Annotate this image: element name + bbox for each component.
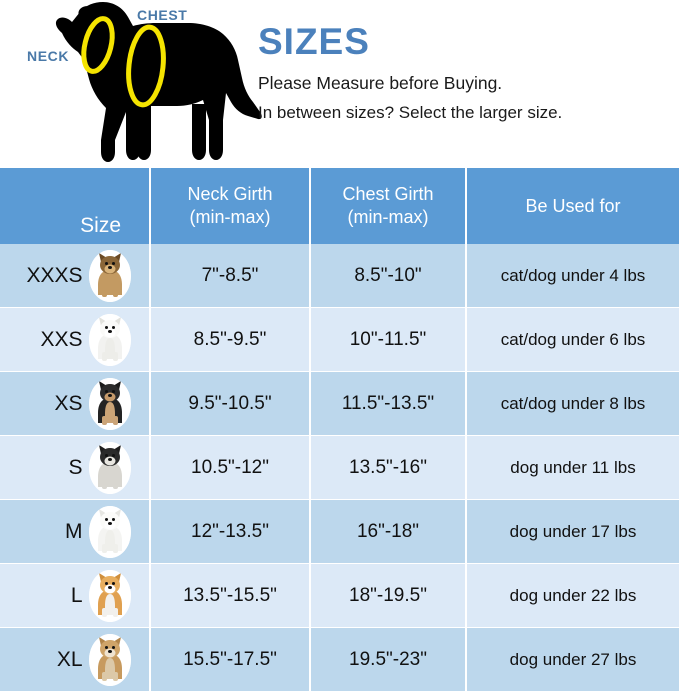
table-row: XL 15.5"-17.5" 19.5"-23" dog under 27 lbs bbox=[0, 627, 679, 692]
size-label: S bbox=[68, 455, 83, 479]
chihuahua-photo bbox=[88, 377, 131, 430]
cell-be-used-for: cat/dog under 8 lbs bbox=[466, 371, 679, 436]
size-cell-content: XL bbox=[0, 628, 149, 691]
size-label: XL bbox=[56, 647, 83, 671]
boston-terrier-photo bbox=[88, 441, 131, 494]
cell-chest-girth: 18"-19.5" bbox=[310, 563, 467, 628]
size-cell-content: XXS bbox=[0, 308, 149, 371]
column-header-chest-girth: Chest Girth (min-max) bbox=[310, 168, 467, 244]
size-label: XXS bbox=[40, 327, 83, 351]
cell-size: XL bbox=[0, 627, 151, 692]
size-cell-content: S bbox=[0, 436, 149, 499]
column-header-be-used-for-label: Be Used for bbox=[525, 195, 621, 216]
cell-neck-girth: 7"-8.5" bbox=[150, 244, 311, 308]
column-header-neck-girth-label: Neck Girth bbox=[187, 184, 273, 204]
size-cell-content: M bbox=[0, 500, 149, 563]
dog-silhouette-icon bbox=[55, 2, 262, 162]
column-header-size-label: Size bbox=[80, 214, 121, 237]
cell-size: L bbox=[0, 563, 151, 628]
page-title: SIZES bbox=[258, 21, 370, 62]
cell-chest-girth: 10"-11.5" bbox=[310, 307, 467, 372]
cell-neck-girth: 9.5"-10.5" bbox=[150, 371, 311, 436]
size-cell-content: XS bbox=[0, 372, 149, 435]
size-label: XS bbox=[54, 391, 83, 415]
cell-neck-girth: 10.5"-12" bbox=[150, 435, 311, 500]
cell-be-used-for: cat/dog under 4 lbs bbox=[466, 244, 679, 308]
table-row: XS 9.5"-10.5" 11.5"-13.5" cat/dog under 8 l… bbox=[0, 371, 679, 436]
size-cell-content: XXXS bbox=[0, 244, 149, 307]
neck-measure-loop-icon bbox=[81, 16, 115, 74]
table-row: XXS 8.5"-9.5" 10"-11.5" cat/dog under 6 lbs bbox=[0, 307, 679, 372]
cell-chest-girth: 16"-18" bbox=[310, 499, 467, 564]
table-row: M 12"-13.5" 16"-18" dog under 17 lbs bbox=[0, 499, 679, 564]
pomeranian-photo bbox=[88, 313, 131, 366]
cell-neck-girth: 15.5"-17.5" bbox=[150, 627, 311, 692]
cell-be-used-for: dog under 22 lbs bbox=[466, 563, 679, 628]
table-row: S 10.5"-12" 13.5"-16" dog under 11 lbs bbox=[0, 435, 679, 500]
cell-chest-girth: 19.5"-23" bbox=[310, 627, 467, 692]
headings-block: SIZES Please Measure before Buying. In b… bbox=[258, 22, 678, 128]
cell-chest-girth: 11.5"-13.5" bbox=[310, 371, 467, 436]
cell-be-used-for: dog under 11 lbs bbox=[466, 435, 679, 500]
cell-size: S bbox=[0, 435, 151, 500]
table-header: Size Neck Girth (min-max) Chest Girth (m… bbox=[0, 168, 679, 244]
neck-label: NECK bbox=[27, 48, 70, 64]
cell-size: XXXS bbox=[0, 244, 151, 308]
column-header-size: Size bbox=[0, 168, 151, 244]
table-header-row: Size Neck Girth (min-max) Chest Girth (m… bbox=[0, 168, 679, 244]
cell-size: M bbox=[0, 499, 151, 564]
cell-neck-girth: 8.5"-9.5" bbox=[150, 307, 311, 372]
cell-neck-girth: 12"-13.5" bbox=[150, 499, 311, 564]
chest-label: CHEST bbox=[137, 7, 188, 23]
bichon-frise-photo bbox=[88, 505, 131, 558]
cell-be-used-for: dog under 17 lbs bbox=[466, 499, 679, 564]
size-label: L bbox=[70, 583, 83, 607]
dog-measurement-diagram bbox=[20, 0, 265, 168]
size-chart-table: Size Neck Girth (min-max) Chest Girth (m… bbox=[0, 168, 679, 692]
table-body: XXXS 7"-8.5" 8.5"-10" cat/dog under 4 lbs XX… bbox=[0, 244, 679, 692]
cell-chest-girth: 8.5"-10" bbox=[310, 244, 467, 308]
subtitle-measure-note: Please Measure before Buying. bbox=[258, 73, 503, 93]
cell-be-used-for: cat/dog under 6 lbs bbox=[466, 307, 679, 372]
cell-neck-girth: 13.5"-15.5" bbox=[150, 563, 311, 628]
table-row: XXXS 7"-8.5" 8.5"-10" cat/dog under 4 lbs bbox=[0, 244, 679, 308]
size-cell-content: L bbox=[0, 564, 149, 627]
shiba-inu-photo bbox=[88, 633, 131, 686]
subtitle-between-sizes-note: In between sizes? Select the larger size… bbox=[258, 103, 563, 122]
chest-measure-loop-icon bbox=[126, 24, 166, 108]
table-row: L 13.5"-15.5" 18"-19.5" dog under 22 lbs bbox=[0, 563, 679, 628]
cell-be-used-for: dog under 27 lbs bbox=[466, 627, 679, 692]
column-header-neck-girth: Neck Girth (min-max) bbox=[150, 168, 311, 244]
yorkshire-terrier-photo bbox=[88, 249, 131, 302]
size-label: M bbox=[65, 519, 83, 543]
column-header-be-used-for: Be Used for bbox=[466, 168, 679, 244]
column-header-chest-girth-sublabel: (min-max) bbox=[347, 207, 429, 227]
column-header-chest-girth-label: Chest Girth bbox=[342, 184, 434, 204]
column-header-neck-girth-sublabel: (min-max) bbox=[189, 207, 271, 227]
corgi-photo bbox=[88, 569, 131, 622]
cell-chest-girth: 13.5"-16" bbox=[310, 435, 467, 500]
cell-size: XS bbox=[0, 371, 151, 436]
size-label: XXXS bbox=[26, 263, 83, 287]
cell-size: XXS bbox=[0, 307, 151, 372]
header-banner: NECK CHEST SIZES Please Measure before B… bbox=[0, 0, 679, 168]
